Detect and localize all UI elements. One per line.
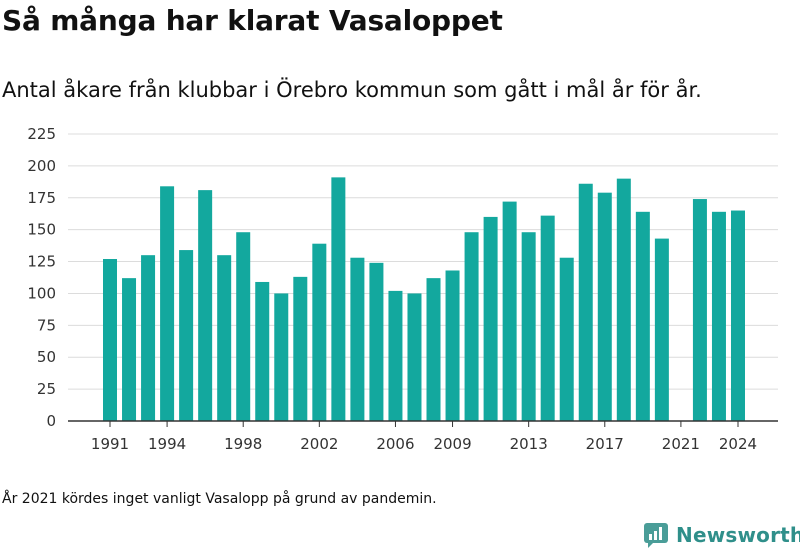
x-tick-label: 2017: [586, 435, 624, 453]
bar: [502, 201, 517, 421]
bar: [445, 270, 460, 421]
brand-name: Newsworthy: [676, 523, 800, 547]
chart-subtitle: Antal åkare från klubbar i Örebro kommun…: [2, 78, 702, 102]
x-axis-ticks: 1991 1994 1998 2002 2006 2009 2013 2017 2021 2024: [91, 421, 757, 453]
bar: [654, 238, 669, 421]
y-tick-label: 225: [27, 125, 56, 143]
y-tick-label: 150: [27, 221, 56, 239]
bar: [407, 293, 422, 421]
bar: [312, 243, 327, 421]
bar: [179, 250, 194, 421]
footnote: År 2021 kördes inget vanligt Vasalopp på…: [2, 491, 437, 507]
x-tick-label: 2024: [719, 435, 757, 453]
bar: [464, 232, 479, 421]
y-axis-ticks: 0 25 50 75 100 125 150 175 200 225: [27, 125, 56, 430]
y-tick-label: 200: [27, 157, 56, 175]
bar: [540, 215, 555, 421]
bar: [616, 178, 631, 421]
x-tick-label: 2002: [300, 435, 338, 453]
bar: [521, 232, 536, 421]
bar: [426, 278, 441, 421]
bar: [369, 262, 384, 421]
y-tick-label: 0: [46, 412, 56, 430]
bar-chart-speech-bubble-icon: [644, 523, 668, 548]
y-tick-label: 125: [27, 253, 56, 271]
y-tick-label: 175: [27, 189, 56, 207]
bar: [217, 255, 232, 421]
bar: [293, 276, 308, 421]
bar: [331, 177, 346, 421]
bar: [103, 259, 117, 421]
x-tick-label: 2009: [433, 435, 471, 453]
y-tick-label: 75: [37, 316, 56, 334]
y-tick-label: 50: [37, 348, 56, 366]
bar: [635, 211, 650, 421]
bar: [122, 278, 137, 421]
bar: [578, 183, 593, 421]
x-tick-label: 1998: [224, 435, 262, 453]
y-tick-label: 100: [27, 284, 56, 302]
x-tick-label: 2013: [510, 435, 548, 453]
bar: [274, 293, 289, 421]
bar: [559, 257, 574, 421]
bar: [350, 257, 365, 421]
x-tick-label: 1991: [91, 435, 129, 453]
bar: [692, 199, 707, 421]
bar: [711, 211, 726, 421]
x-tick-label: 2006: [376, 435, 414, 453]
bar: [597, 192, 612, 421]
bar: [141, 255, 156, 421]
bar: [483, 216, 498, 421]
gridlines: [68, 133, 778, 390]
x-tick-label: 1994: [148, 435, 186, 453]
bar: [160, 186, 175, 421]
bar: [198, 190, 213, 421]
bar: [236, 232, 251, 421]
newsworthy-logo: Newsworthy: [643, 520, 800, 550]
bars: [103, 177, 745, 421]
chart-title: Så många har klarat Vasaloppet: [2, 4, 503, 37]
y-tick-label: 25: [37, 380, 56, 398]
bar-chart: 0 25 50 75 100 125 150 175 200 225 1991 1994 1998 20…: [27, 125, 778, 453]
bar: [255, 281, 270, 421]
x-tick-label: 2021: [662, 435, 700, 453]
bar: [730, 210, 745, 421]
bar: [388, 290, 403, 421]
